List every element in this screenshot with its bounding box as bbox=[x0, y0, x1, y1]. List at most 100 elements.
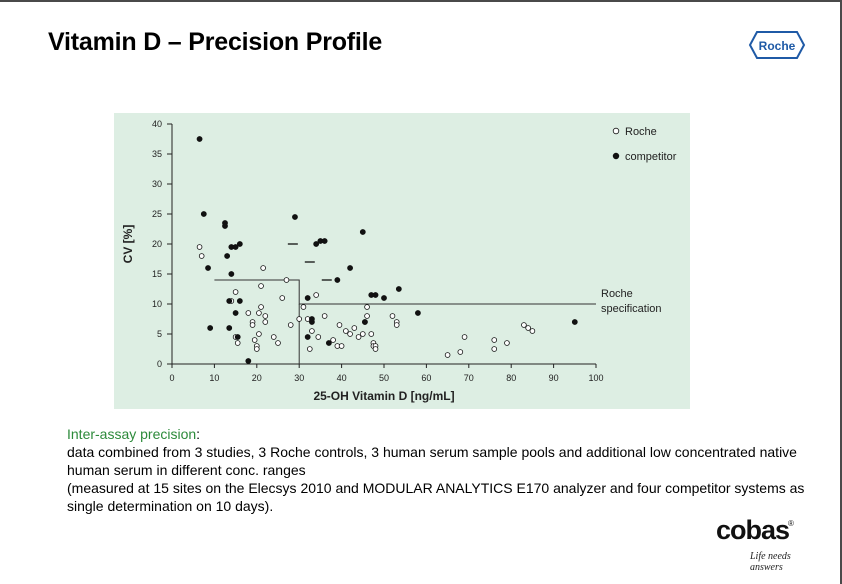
roche-point bbox=[249, 322, 256, 328]
x-tick-label: 70 bbox=[464, 373, 474, 383]
competitor-point bbox=[359, 229, 366, 235]
competitor-point bbox=[245, 358, 252, 364]
roche-point bbox=[275, 340, 281, 346]
y-axis-label: CV [%] bbox=[121, 225, 135, 264]
x-axis-label: 25-OH Vitamin D [ng/mL] bbox=[313, 389, 454, 403]
y-tick-label: 30 bbox=[152, 179, 162, 189]
competitor-point bbox=[224, 253, 231, 259]
x-tick-label: 50 bbox=[379, 373, 389, 383]
competitor-point bbox=[292, 214, 298, 220]
roche-point bbox=[251, 337, 258, 343]
roche-point bbox=[491, 346, 498, 352]
roche-point bbox=[313, 292, 319, 298]
legend-roche-marker bbox=[612, 127, 620, 135]
roche-point bbox=[343, 328, 349, 334]
competitor-point bbox=[347, 265, 353, 271]
x-tick-label: 0 bbox=[169, 373, 174, 383]
roche-point bbox=[368, 331, 375, 337]
legend: Roche competitor bbox=[612, 126, 677, 163]
roche-point bbox=[270, 334, 277, 340]
competitor-point bbox=[234, 334, 241, 340]
roche-point bbox=[315, 334, 322, 340]
y-tick-label: 5 bbox=[157, 329, 162, 339]
roche-point bbox=[491, 337, 498, 343]
y-tick-label: 15 bbox=[152, 269, 162, 279]
competitor-point bbox=[226, 298, 233, 304]
description-lead-colon: : bbox=[196, 426, 201, 442]
spec-label-line-1: Roche bbox=[601, 288, 633, 300]
top-border bbox=[0, 0, 842, 2]
roche-point bbox=[347, 331, 353, 337]
competitor-point bbox=[321, 238, 328, 244]
competitor-point bbox=[222, 223, 228, 229]
description-lead: Inter-assay precision bbox=[67, 426, 197, 442]
y-tick-label: 25 bbox=[152, 209, 162, 219]
roche-point bbox=[504, 340, 510, 346]
competitor-point bbox=[381, 295, 387, 301]
competitor-point bbox=[205, 265, 211, 271]
roche-point bbox=[360, 331, 366, 337]
roche-point bbox=[287, 322, 294, 328]
competitor-point bbox=[325, 340, 332, 346]
right-border bbox=[840, 0, 842, 584]
roche-point bbox=[338, 343, 345, 349]
roche-point bbox=[309, 328, 315, 334]
roche-point bbox=[372, 346, 379, 352]
competitor-point bbox=[228, 271, 235, 277]
roche-point bbox=[258, 283, 264, 289]
competitor-point bbox=[200, 211, 207, 217]
plot-background bbox=[114, 113, 690, 409]
competitor-point bbox=[362, 319, 368, 325]
competitor-point bbox=[232, 244, 239, 250]
roche-point bbox=[529, 328, 536, 334]
roche-point bbox=[260, 265, 266, 271]
roche-point bbox=[364, 304, 370, 310]
y-tick-label: 0 bbox=[157, 359, 162, 369]
roche-point bbox=[364, 313, 370, 319]
roche-point bbox=[283, 277, 290, 283]
roche-point bbox=[258, 304, 264, 310]
x-tick-label: 60 bbox=[421, 373, 431, 383]
competitor-point bbox=[313, 241, 320, 247]
scatter-chart: 0 5 10 15 20 25 30 35 40 0 10 20 30 40 50 60 70 80 90 100 25… bbox=[114, 113, 690, 409]
roche-logo-hexagon bbox=[748, 31, 806, 59]
roche-point bbox=[461, 334, 468, 340]
cobas-wordmark: cobas bbox=[716, 515, 790, 545]
roche-point bbox=[254, 346, 260, 352]
data-points bbox=[196, 136, 578, 364]
roche-point bbox=[336, 322, 343, 328]
x-tick-label: 10 bbox=[209, 373, 219, 383]
roche-point bbox=[245, 310, 252, 316]
axes: 0 5 10 15 20 25 30 35 40 0 10 20 30 40 50 60 70 80 90 100 25… bbox=[121, 119, 604, 403]
roche-point bbox=[256, 331, 262, 337]
x-tick-label: 80 bbox=[506, 373, 516, 383]
roche-logo: Roche bbox=[748, 31, 806, 59]
roche-point bbox=[296, 316, 303, 322]
spec-label-line-2: specification bbox=[601, 303, 662, 315]
y-tick-label: 40 bbox=[152, 119, 162, 129]
competitor-point bbox=[372, 292, 379, 298]
competitor-point bbox=[571, 319, 578, 325]
roche-point bbox=[256, 310, 262, 316]
y-tick-label: 20 bbox=[152, 239, 162, 249]
roche-logo-text: Roche bbox=[759, 39, 796, 53]
roche-point bbox=[196, 244, 203, 250]
cobas-tagline: Life needs answers bbox=[750, 551, 791, 573]
roche-point bbox=[234, 340, 241, 346]
competitor-point bbox=[309, 316, 315, 322]
legend-competitor-label: competitor bbox=[625, 151, 677, 163]
roche-point bbox=[232, 289, 239, 295]
roche-point bbox=[355, 334, 362, 340]
x-tick-label: 100 bbox=[588, 373, 603, 383]
roche-point bbox=[444, 352, 451, 358]
competitor-point bbox=[236, 298, 243, 304]
legend-competitor-marker bbox=[612, 152, 620, 160]
roche-point bbox=[198, 253, 205, 259]
cobas-brand: cobas ® Life needs answers bbox=[714, 515, 824, 573]
roche-point bbox=[262, 319, 269, 325]
roche-point bbox=[279, 295, 286, 301]
competitor-point bbox=[226, 325, 233, 331]
y-tick-label: 35 bbox=[152, 149, 162, 159]
roche-point bbox=[389, 313, 396, 319]
roche-point bbox=[262, 313, 269, 319]
